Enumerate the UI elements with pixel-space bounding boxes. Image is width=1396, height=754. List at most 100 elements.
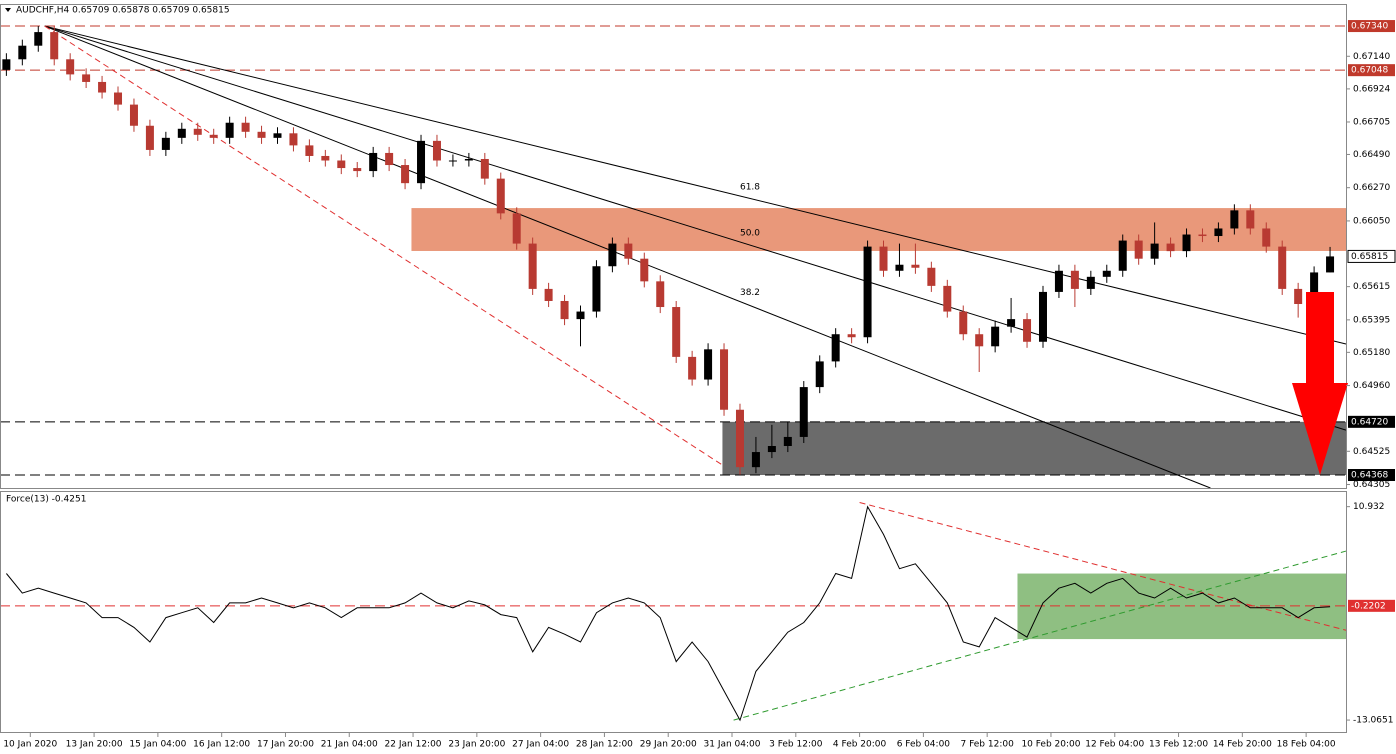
y-tick-label: 0.66270 xyxy=(1353,183,1390,193)
trendline xyxy=(44,25,1347,431)
candle-body xyxy=(1038,291,1047,342)
candle-body xyxy=(640,258,649,282)
candle-body xyxy=(161,137,170,150)
x-tick-label: 22 Jan 12:00 xyxy=(385,740,442,750)
down-arrow xyxy=(1292,292,1348,475)
candle-body xyxy=(18,45,27,60)
candle-body xyxy=(1278,246,1287,289)
candle-body xyxy=(1262,228,1271,247)
candle-body xyxy=(209,134,218,138)
level-label-box xyxy=(1348,64,1395,77)
candle-body xyxy=(911,264,920,268)
candle-body xyxy=(1214,228,1223,237)
x-tick-label: 14 Feb 20:00 xyxy=(1213,740,1272,750)
y-tick-label: 0.66050 xyxy=(1353,216,1390,226)
candle-body xyxy=(1150,243,1159,259)
x-tick-label: 10 Feb 20:00 xyxy=(1021,740,1080,750)
y-tick-label: 0.64960 xyxy=(1353,381,1390,391)
level-label-box xyxy=(1348,20,1395,33)
candle-body xyxy=(385,152,394,166)
candle-body xyxy=(369,152,378,172)
y-tick-label: 0.65615 xyxy=(1353,282,1390,292)
x-tick-label: 18 Feb 04:00 xyxy=(1277,740,1336,750)
candle-body xyxy=(480,158,489,179)
candle-body xyxy=(592,266,601,312)
y-tick-label: 10.932 xyxy=(1353,502,1385,512)
candle-body xyxy=(1166,243,1175,252)
x-tick-label: 10 Jan 2020 xyxy=(3,740,57,750)
x-tick-label: 29 Jan 20:00 xyxy=(640,740,697,750)
candle-body xyxy=(129,104,138,126)
candle-body xyxy=(895,264,904,271)
candle-body xyxy=(464,158,473,161)
candle-body xyxy=(1007,319,1016,327)
candle-body xyxy=(847,334,856,338)
candle-body xyxy=(1198,234,1207,237)
candle-body xyxy=(289,133,298,146)
candle-body xyxy=(608,243,617,267)
y-tick-label: 0.67140 xyxy=(1353,52,1390,62)
candle-body xyxy=(544,288,553,301)
trendline xyxy=(733,550,1347,721)
candle-body xyxy=(193,128,202,135)
level-label: 0.67340 xyxy=(1351,22,1388,32)
y-tick-label: 0.66490 xyxy=(1353,150,1390,160)
level-label: 0.64368 xyxy=(1351,471,1388,481)
candle-body xyxy=(1118,240,1127,271)
y-tick-label: -13.0651 xyxy=(1353,716,1393,726)
force-title: Force(13) -0.4251 xyxy=(6,495,86,505)
x-tick-label: 12 Feb 04:00 xyxy=(1085,740,1144,750)
x-tick-label: 15 Jan 04:00 xyxy=(129,740,186,750)
y-tick-label: 0.65395 xyxy=(1353,315,1390,325)
main-frame xyxy=(0,4,1347,489)
candle-body xyxy=(863,246,872,338)
candle-body xyxy=(353,168,362,172)
candle-body xyxy=(448,160,457,162)
level-label: 0.67048 xyxy=(1351,66,1388,76)
trendline xyxy=(44,25,1347,345)
x-tick-label: 6 Feb 04:00 xyxy=(897,740,951,750)
fib-label: 61.8 xyxy=(740,182,760,192)
trendline xyxy=(859,502,1347,631)
candle-body xyxy=(257,131,266,138)
candle-body xyxy=(305,145,314,156)
force-line xyxy=(6,505,1331,722)
candle-body xyxy=(114,92,123,105)
candle-body xyxy=(417,140,426,184)
candle-body xyxy=(1246,210,1255,229)
candle-body xyxy=(225,122,234,138)
fib-label: 38.2 xyxy=(740,288,760,298)
level-label-box xyxy=(1348,599,1395,612)
candle-body xyxy=(1086,276,1095,289)
candle-body xyxy=(1326,256,1335,273)
last-price-box xyxy=(1347,249,1396,263)
candle-body xyxy=(767,446,776,453)
trendline xyxy=(44,25,723,466)
candle-body xyxy=(432,140,441,161)
candle-body xyxy=(496,178,505,214)
candle-body xyxy=(799,387,808,437)
candle-body xyxy=(145,125,154,150)
candle-body xyxy=(1054,270,1063,292)
candle-body xyxy=(177,128,186,138)
level-label: -0.2202 xyxy=(1351,601,1386,611)
candle-body xyxy=(241,122,250,132)
candle-body xyxy=(273,133,282,138)
y-tick-label: 0.64525 xyxy=(1353,447,1390,457)
candle-body xyxy=(528,243,537,289)
x-tick-label: 31 Jan 04:00 xyxy=(704,740,761,750)
force-frame xyxy=(0,491,1347,733)
candle-body xyxy=(576,311,585,320)
candle-body xyxy=(82,74,91,82)
candle-body xyxy=(1182,234,1191,252)
candle-body xyxy=(1294,288,1303,305)
last-price-label: 0.65815 xyxy=(1351,252,1388,262)
candle-body xyxy=(1230,210,1239,229)
candle-body xyxy=(1023,319,1032,342)
x-tick-label: 13 Feb 12:00 xyxy=(1149,740,1208,750)
candle-body xyxy=(656,281,665,308)
y-tick-label: 0.66924 xyxy=(1353,84,1390,94)
